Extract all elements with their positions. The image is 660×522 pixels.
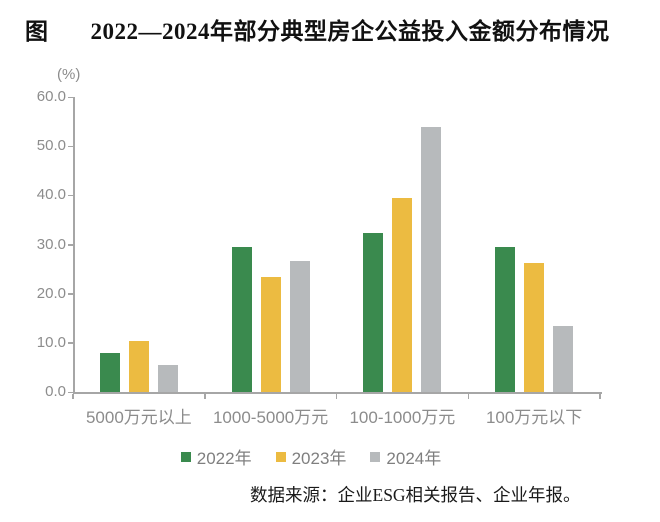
- x-axis-category-label: 100万元以下: [485, 408, 583, 427]
- y-axis-tick-label: 60.0: [36, 88, 66, 105]
- y-axis-tick: [68, 194, 73, 197]
- legend-label: 2023年: [291, 449, 347, 468]
- bar-2023年-5000万元以上: [128, 341, 149, 392]
- bar-2022年-100万元以下: [495, 246, 516, 392]
- y-axis-tick-label: 40.0: [36, 186, 66, 204]
- y-axis-line: [73, 97, 75, 392]
- x-axis-category-label: 1000-5000万元: [212, 408, 329, 427]
- bar-2023年-100万元以下: [524, 263, 545, 392]
- y-axis-unit-label: (%): [57, 66, 81, 83]
- y-axis-tick: [68, 391, 73, 393]
- x-axis-category-label: 100-1000万元: [349, 408, 456, 427]
- y-axis-tick-label: 0.0: [45, 383, 66, 400]
- chart-title: 图 2022—2024年部分典型房企公益投入金额分布情况: [25, 12, 635, 46]
- x-axis-tick: [204, 393, 206, 399]
- bar-2022年-100-1000万元: [363, 232, 384, 392]
- x-axis-tick: [335, 393, 338, 399]
- chart-legend: 2022年 2023年 2024年: [0, 444, 622, 469]
- bar-2023年-100-1000万元: [392, 198, 413, 392]
- legend-swatch-icon: [180, 451, 191, 462]
- y-axis-tick-label: 50.0: [36, 137, 66, 155]
- figure-label: 图: [25, 19, 49, 44]
- legend-item-2023年: 2023年: [275, 444, 347, 469]
- y-axis-tick: [68, 293, 73, 295]
- x-axis-line: [73, 392, 602, 394]
- x-axis-category-label: 5000万元以上: [85, 408, 192, 427]
- y-axis-tick-label: 20.0: [36, 284, 66, 302]
- y-axis-tick-label: 30.0: [36, 235, 66, 253]
- bar-2022年-1000-5000万元: [231, 246, 252, 392]
- y-axis-tick-label: 10.0: [36, 333, 66, 351]
- bar-2024年-100-1000万元: [421, 126, 442, 392]
- bar-2023年-1000-5000万元: [260, 276, 281, 392]
- bar-2024年-100万元以下: [553, 326, 574, 392]
- legend-swatch-icon: [275, 451, 286, 462]
- source-note: 数据来源：企业ESG相关报告、企业年报。: [250, 485, 581, 505]
- y-axis-tick: [68, 244, 73, 246]
- x-axis-tick: [72, 393, 74, 399]
- legend-item-2022年: 2022年: [180, 444, 252, 469]
- y-axis-tick: [68, 342, 73, 344]
- figure-title-text: 2022—2024年部分典型房企公益投入金额分布情况: [90, 19, 610, 44]
- bar-2022年-5000万元以上: [99, 353, 120, 392]
- x-axis-tick: [467, 393, 469, 399]
- legend-label: 2022年: [196, 449, 252, 468]
- legend-swatch-icon: [370, 451, 381, 462]
- legend-label: 2024年: [386, 449, 442, 468]
- bar-2024年-1000-5000万元: [289, 260, 310, 392]
- legend-item-2024年: 2024年: [370, 444, 441, 469]
- y-axis-tick: [68, 145, 73, 148]
- y-axis-tick: [68, 96, 73, 98]
- bar-2024年-5000万元以上: [157, 365, 178, 392]
- x-axis-tick: [599, 393, 601, 399]
